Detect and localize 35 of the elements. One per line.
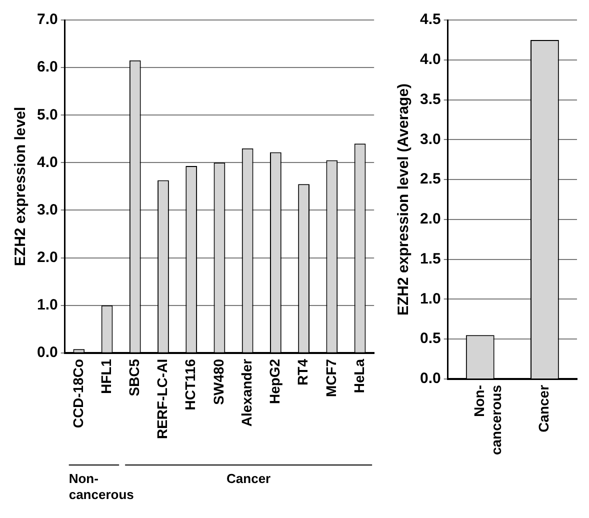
- y-tick-label: 4.5: [420, 11, 441, 28]
- y-axis-title: EZH2 expression level (Average): [395, 83, 412, 316]
- x-tick-label: HepG2: [266, 358, 283, 404]
- x-tick-label: RERF-LC-AI: [154, 358, 170, 440]
- x-tick-label: HCT116: [182, 358, 198, 410]
- y-axis-title: EZH2 expression level: [12, 106, 30, 266]
- y-tick-label: 2.5: [420, 170, 441, 188]
- y-tick-label: 4.0: [420, 51, 441, 68]
- y-tick-label: 4.0: [36, 154, 58, 171]
- y-tick-label: 0.5: [420, 330, 441, 348]
- y-tick-label: 1.0: [420, 290, 441, 308]
- y-tick-label: 0.0: [420, 370, 441, 388]
- y-tick-label: 2.0: [36, 248, 58, 266]
- x-tick-label: Cancer: [536, 384, 552, 432]
- y-tick-label: 5.0: [36, 106, 58, 124]
- y-tick-label: 0.0: [36, 344, 58, 362]
- y-tick-label: 7.0: [36, 11, 58, 28]
- x-tick-label: MCF7: [322, 358, 339, 398]
- x-tick-label: HeLa: [350, 358, 367, 394]
- y-tick-label: 6.0: [36, 58, 58, 76]
- text: Non-cancerous: [68, 471, 134, 502]
- text: Cancer: [226, 471, 271, 486]
- y-tick-label: 1.0: [36, 296, 58, 314]
- y-tick-label: 2.0: [420, 210, 441, 228]
- y-tick-label: 3.5: [420, 90, 441, 108]
- x-tick-label: HFL1: [98, 358, 114, 394]
- x-tick-label: CCD-18Co: [70, 358, 86, 428]
- x-tick-label: RT4: [294, 358, 311, 386]
- y-tick-label: 1.5: [420, 250, 441, 268]
- y-tick-label: 3.0: [420, 130, 441, 148]
- x-tick-label: SBC5: [126, 358, 142, 396]
- x-tick-label: Non-cancerous: [471, 384, 504, 456]
- x-tick-label: Alexander: [238, 358, 254, 427]
- x-tick-label: SW480: [210, 358, 226, 405]
- y-tick-label: 3.0: [36, 201, 58, 218]
